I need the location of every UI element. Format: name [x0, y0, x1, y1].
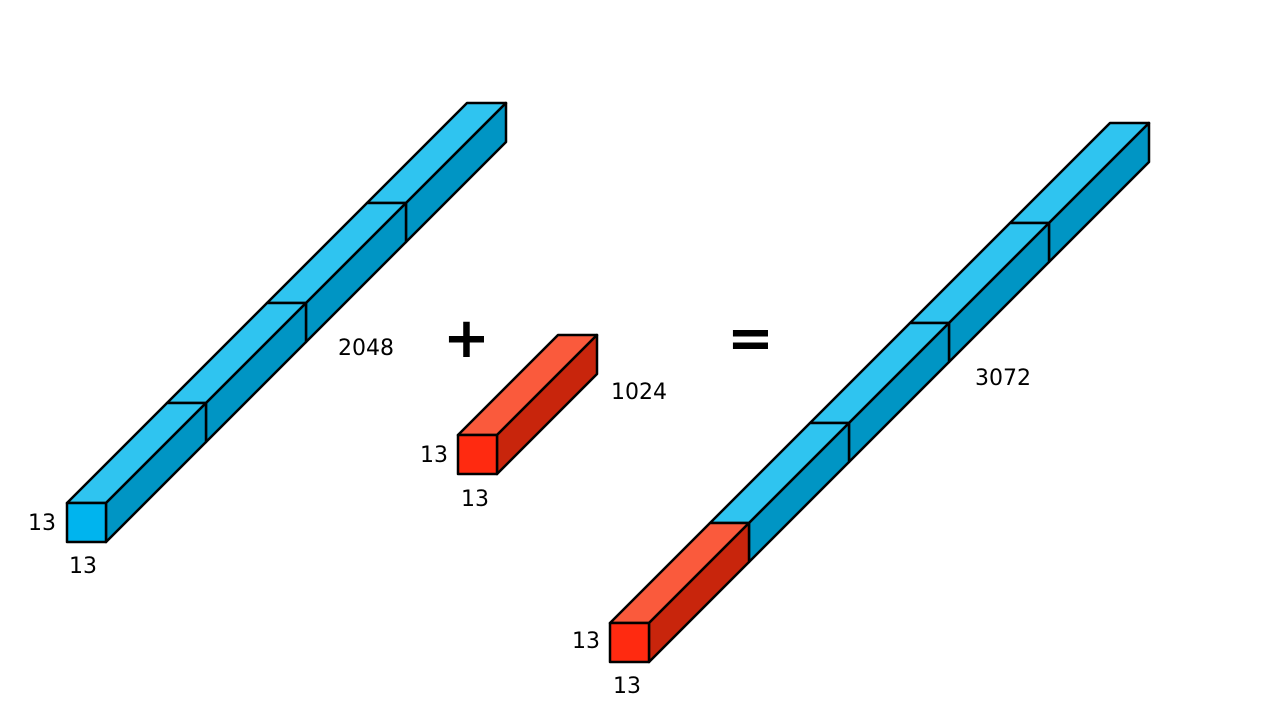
- middle-tensor-bar: [456, 333, 599, 476]
- result-tensor-width-label: 13: [613, 674, 641, 699]
- bar-front-face: [65, 501, 108, 544]
- left-tensor-width-label: 13: [69, 554, 97, 579]
- plus-symbol: +: [443, 306, 490, 371]
- result-tensor-bar: [608, 121, 1151, 664]
- middle-tensor-height-label: 13: [420, 443, 448, 468]
- bar-front-face: [456, 433, 499, 476]
- left-tensor-bar: [65, 101, 508, 544]
- equals-symbol: =: [727, 306, 774, 371]
- result-tensor-length-label: 3072: [975, 366, 1031, 391]
- middle-tensor-length-label: 1024: [611, 380, 667, 405]
- bar-front-face: [608, 621, 651, 664]
- result-tensor-height-label: 13: [572, 629, 600, 654]
- left-tensor-length-label: 2048: [338, 336, 394, 361]
- middle-tensor-width-label: 13: [461, 487, 489, 512]
- left-tensor-height-label: 13: [28, 511, 56, 536]
